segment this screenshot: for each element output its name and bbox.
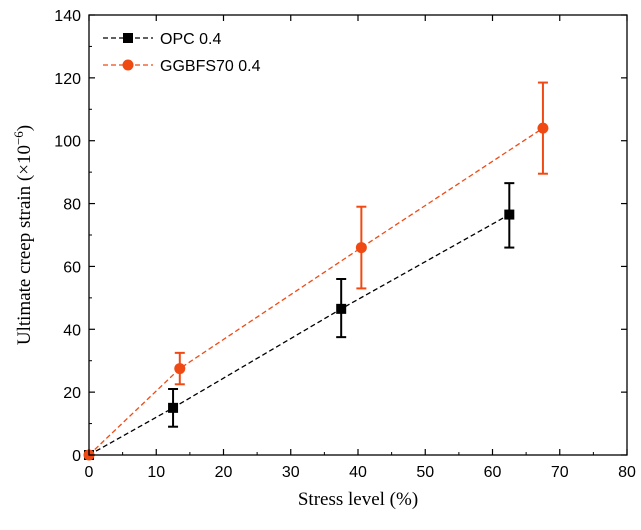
data-point-ggbfs70-0-4 <box>355 242 367 254</box>
x-tick-label-40: 40 <box>349 464 367 481</box>
x-tick-label-10: 10 <box>147 464 165 481</box>
y-tick-label-40: 40 <box>63 322 81 339</box>
x-tick-label-80: 80 <box>618 464 636 481</box>
y-axis-title-close: ) <box>14 125 35 131</box>
legend-label-opc-0-4: OPC 0.4 <box>160 31 221 48</box>
y-tick-label-60: 60 <box>63 259 81 276</box>
legend-marker-ggbfs70-0-4 <box>122 59 134 71</box>
y-axis-title: Ultimate creep strain (×10−6) <box>11 125 35 345</box>
y-tick-label-140: 140 <box>54 8 81 25</box>
legend-marker-opc-0-4 <box>123 33 133 43</box>
x-axis-title: Stress level (%) <box>298 489 418 510</box>
y-tick-label-100: 100 <box>54 134 81 151</box>
y-axis-title-main: Ultimate creep strain (×10 <box>14 145 35 345</box>
y-tick-label-20: 20 <box>63 385 81 402</box>
data-point-opc-0-4 <box>504 209 515 220</box>
x-tick-label-60: 60 <box>484 464 502 481</box>
x-tick-label-70: 70 <box>551 464 569 481</box>
series-line-opc-0-4 <box>88 214 510 456</box>
data-point-ggbfs70-0-4 <box>537 122 549 134</box>
x-tick-label-20: 20 <box>215 464 233 481</box>
data-point-ggbfs70-0-4 <box>174 363 186 375</box>
y-tick-label-80: 80 <box>63 197 81 214</box>
data-point-opc-0-4 <box>168 402 179 413</box>
x-tick-label-30: 30 <box>282 464 300 481</box>
legend: OPC 0.4 GGBFS70 0.4 <box>103 31 261 75</box>
x-tick-label-0: 0 <box>85 464 94 481</box>
x-tick-label-50: 50 <box>416 464 434 481</box>
y-axis-title-superscript: −6 <box>11 131 26 145</box>
series-line-ggbfs70-0-4 <box>88 127 544 456</box>
y-tick-label-0: 0 <box>72 448 81 465</box>
y-tick-label-120: 120 <box>54 71 81 88</box>
data-point-opc-0-4 <box>336 303 347 314</box>
legend-label-ggbfs70-0-4: GGBFS70 0.4 <box>160 58 261 75</box>
